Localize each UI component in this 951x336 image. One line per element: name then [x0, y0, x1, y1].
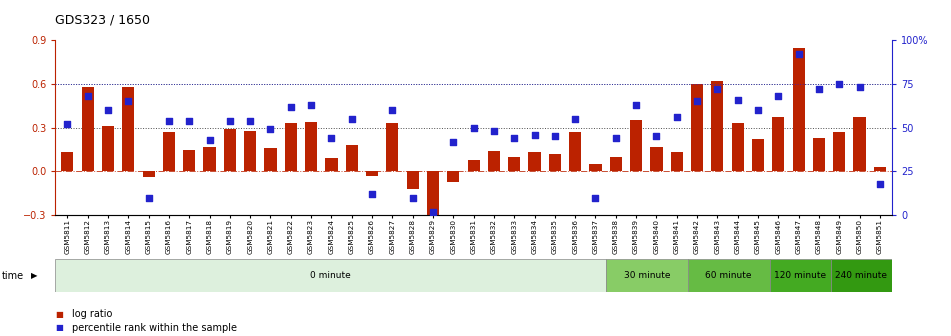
Point	[689, 99, 705, 104]
Bar	[508, 157, 520, 171]
Point	[364, 192, 379, 197]
Point	[425, 209, 440, 214]
Point	[323, 135, 339, 141]
Text: ▶: ▶	[31, 271, 38, 280]
Bar	[569, 132, 581, 171]
Point	[262, 127, 278, 132]
Point	[831, 81, 846, 87]
Bar	[630, 120, 642, 171]
Text: ■: ■	[55, 323, 63, 332]
Bar	[82, 87, 94, 171]
Text: 120 minute: 120 minute	[774, 271, 826, 280]
Point	[609, 135, 624, 141]
Bar	[184, 150, 195, 171]
Bar	[752, 139, 764, 171]
Point	[649, 134, 664, 139]
Bar	[264, 148, 277, 171]
Bar	[688, 259, 769, 292]
Bar	[874, 167, 886, 171]
Point	[527, 132, 542, 137]
Bar	[61, 153, 73, 171]
Bar	[792, 48, 805, 171]
Bar	[102, 126, 114, 171]
Text: 30 minute: 30 minute	[624, 271, 670, 280]
Point	[405, 195, 420, 200]
Point	[770, 93, 786, 99]
Bar	[711, 81, 724, 171]
Point	[466, 125, 481, 130]
Text: log ratio: log ratio	[72, 309, 112, 319]
Bar	[590, 164, 602, 171]
Point	[202, 137, 217, 142]
Point	[141, 195, 156, 200]
Bar	[244, 131, 256, 171]
Point	[303, 102, 319, 108]
Bar	[325, 158, 338, 171]
Bar	[223, 129, 236, 171]
Text: 0 minute: 0 minute	[310, 271, 351, 280]
Bar	[366, 171, 378, 176]
Point	[446, 139, 461, 144]
Bar	[143, 171, 155, 177]
Point	[670, 115, 685, 120]
Point	[344, 116, 359, 122]
Text: 60 minute: 60 minute	[706, 271, 752, 280]
Point	[811, 87, 826, 92]
Point	[223, 118, 238, 123]
Point	[750, 108, 766, 113]
Bar	[386, 123, 398, 171]
Point	[852, 85, 867, 90]
Bar	[407, 171, 418, 189]
Bar	[55, 259, 607, 292]
Bar	[204, 146, 216, 171]
Bar	[670, 153, 683, 171]
Point	[243, 118, 258, 123]
Bar	[305, 122, 318, 171]
Text: percentile rank within the sample: percentile rank within the sample	[72, 323, 238, 333]
Text: GDS323 / 1650: GDS323 / 1650	[55, 14, 150, 27]
Bar	[122, 87, 134, 171]
Point	[486, 128, 501, 134]
Bar	[529, 153, 540, 171]
Bar	[813, 138, 825, 171]
Point	[730, 97, 746, 102]
Point	[568, 116, 583, 122]
Bar	[447, 171, 459, 181]
Point	[182, 118, 197, 123]
Point	[385, 108, 400, 113]
Bar	[833, 132, 845, 171]
Bar	[488, 151, 500, 171]
Bar	[607, 259, 688, 292]
Point	[101, 108, 116, 113]
Text: ■: ■	[55, 310, 63, 319]
Point	[283, 104, 299, 110]
Text: time: time	[2, 270, 24, 281]
Point	[80, 93, 95, 99]
Point	[791, 52, 806, 57]
Bar	[549, 154, 561, 171]
Bar	[731, 123, 744, 171]
Bar	[853, 118, 865, 171]
Point	[162, 118, 177, 123]
Point	[872, 181, 887, 186]
Point	[709, 87, 725, 92]
Bar	[650, 146, 663, 171]
Point	[60, 122, 75, 127]
Text: 240 minute: 240 minute	[835, 271, 887, 280]
Point	[507, 135, 522, 141]
Bar	[769, 259, 831, 292]
Point	[547, 134, 562, 139]
Bar	[610, 157, 622, 171]
Bar	[284, 123, 297, 171]
Bar	[345, 145, 358, 171]
Point	[121, 99, 136, 104]
Bar	[427, 171, 439, 215]
Bar	[691, 84, 703, 171]
Bar	[468, 160, 479, 171]
Bar	[831, 259, 892, 292]
Bar	[772, 118, 785, 171]
Point	[588, 195, 603, 200]
Point	[629, 102, 644, 108]
Bar	[163, 132, 175, 171]
